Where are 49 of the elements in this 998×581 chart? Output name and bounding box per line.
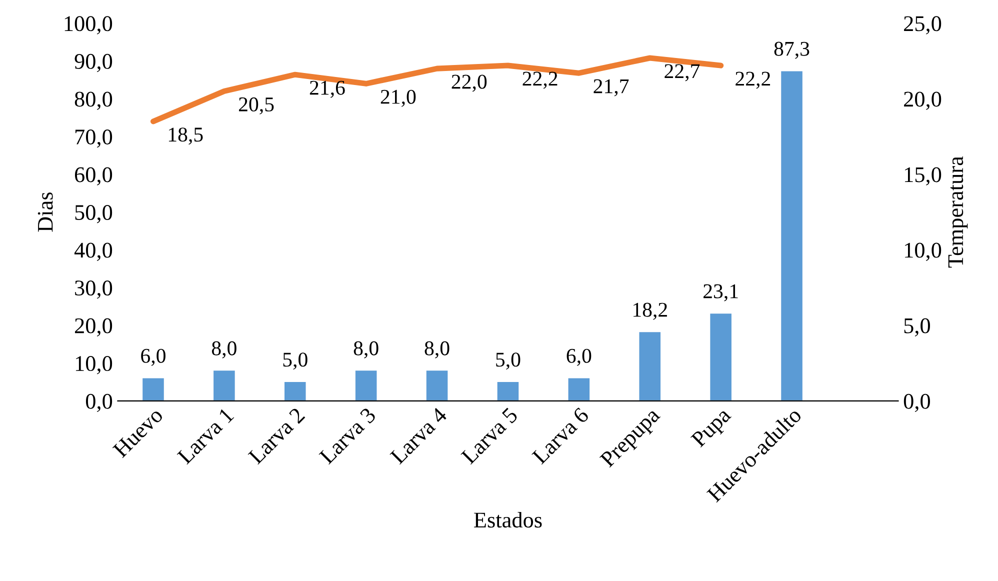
y2-tick-label: 10,0 xyxy=(905,242,942,261)
y-axis-title: Dias xyxy=(38,192,53,232)
y2-axis-title: Temperatura xyxy=(948,156,968,268)
y-tick-label: 10,0 xyxy=(76,356,112,374)
y-tick-label: 20,0 xyxy=(74,318,112,336)
y-tick-label: 30,0 xyxy=(75,280,112,299)
y-tick-label: 90,0 xyxy=(74,54,112,72)
bar xyxy=(781,71,802,401)
data-label: 87,3 xyxy=(774,42,810,59)
data-label: 8,0 xyxy=(424,341,450,358)
bar xyxy=(568,378,590,401)
bar xyxy=(214,370,235,401)
bar xyxy=(639,332,661,401)
bar xyxy=(355,370,377,401)
data-label: 20,5 xyxy=(238,97,274,114)
data-label: 21,0 xyxy=(380,90,416,107)
data-label: 22,7 xyxy=(664,64,700,82)
data-label: 18,2 xyxy=(633,302,667,320)
data-label: 22,2 xyxy=(736,72,770,89)
data-label: 23,1 xyxy=(704,284,738,302)
y-tick-label: 70,0 xyxy=(75,129,112,148)
data-label: 8,0 xyxy=(354,341,378,358)
bar xyxy=(284,382,306,401)
data-label: 22,2 xyxy=(522,72,558,89)
bar xyxy=(426,370,448,401)
bar xyxy=(142,378,164,401)
y-tick-label: 50,0 xyxy=(75,204,112,224)
y-tick-label: 100,0 xyxy=(64,16,112,34)
data-label: 6,0 xyxy=(566,348,592,366)
data-label: 5,0 xyxy=(496,352,520,370)
y2-tick-label: 15,0 xyxy=(905,167,942,186)
data-label: 5,0 xyxy=(283,352,308,370)
bar xyxy=(497,382,519,401)
y-tick-label: 40,0 xyxy=(74,242,112,261)
y-tick-label: 60,0 xyxy=(74,167,112,186)
data-label: 6,0 xyxy=(141,348,166,366)
data-label: 8,0 xyxy=(212,341,236,358)
y-tick-label: 0,0 xyxy=(86,394,112,412)
y2-tick-label: 5,0 xyxy=(904,318,930,336)
x-axis-title: Estados xyxy=(474,512,542,528)
data-label: 21,6 xyxy=(310,80,345,98)
data-label: 22,0 xyxy=(452,74,487,92)
data-label: 21,7 xyxy=(594,79,629,96)
y2-tick-label: 0,0 xyxy=(904,394,930,412)
y2-tick-label: 25,0 xyxy=(904,16,942,34)
y-tick-label: 80,0 xyxy=(74,92,112,110)
y2-tick-label: 20,0 xyxy=(904,92,942,110)
bar xyxy=(710,314,732,401)
data-label: 18,5 xyxy=(168,128,203,145)
